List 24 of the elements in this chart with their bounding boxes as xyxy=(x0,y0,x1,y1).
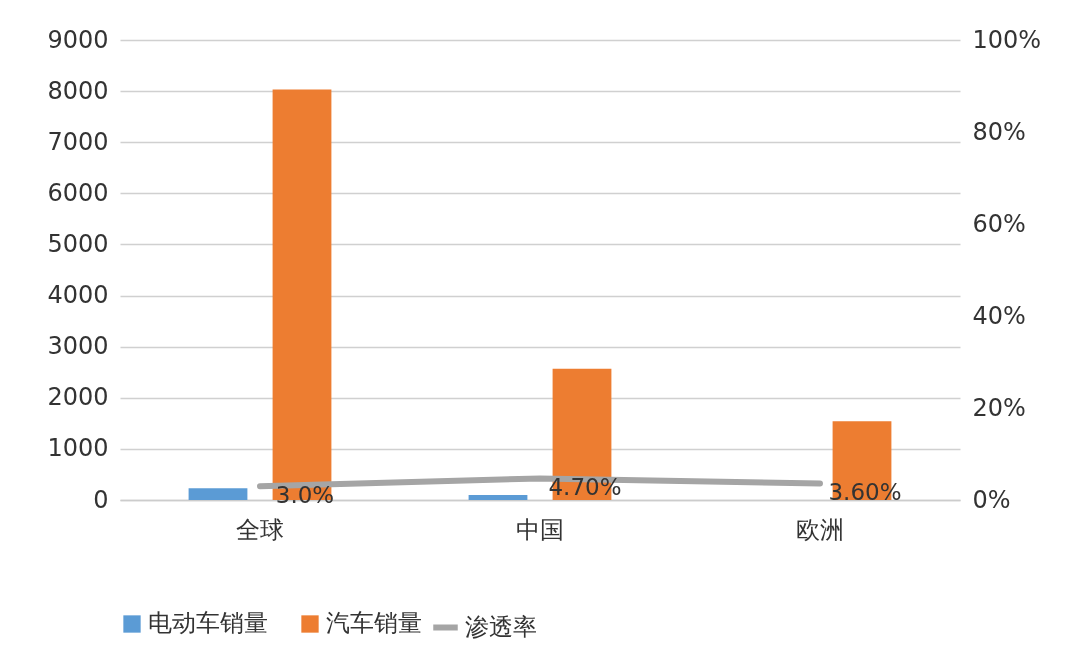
y2-tick-label: 20% xyxy=(972,393,1026,422)
x-tick-label: 欧洲 xyxy=(796,515,844,544)
y2-tick-label: 0% xyxy=(972,485,1011,514)
y-tick-label: 3000 xyxy=(47,332,109,361)
y-tick-label: 2000 xyxy=(47,383,109,412)
x-tick-label: 中国 xyxy=(516,515,564,544)
bar xyxy=(188,488,248,500)
legend-label: 汽车销量 xyxy=(326,609,422,637)
y2-tick-label: 60% xyxy=(972,209,1026,238)
y-tick-label: 7000 xyxy=(47,127,109,156)
bar xyxy=(468,494,528,500)
y-tick-label: 6000 xyxy=(47,178,109,207)
y-tick-label: 4000 xyxy=(47,281,109,310)
y-tick-label: 9000 xyxy=(47,25,109,54)
legend-label: 渗透率 xyxy=(465,612,537,641)
y-tick-label: 0 xyxy=(93,485,109,514)
y2-tick-label: 100% xyxy=(972,25,1042,54)
y-tick-label: 5000 xyxy=(47,229,109,258)
x-tick-label: 全球 xyxy=(236,515,284,544)
y-tick-label: 8000 xyxy=(47,76,109,105)
y2-tick-label: 80% xyxy=(972,117,1026,146)
y2-tick-label: 40% xyxy=(972,301,1026,330)
legend-label: 电动车销量 xyxy=(148,609,268,637)
y-tick-label: 1000 xyxy=(47,434,109,463)
